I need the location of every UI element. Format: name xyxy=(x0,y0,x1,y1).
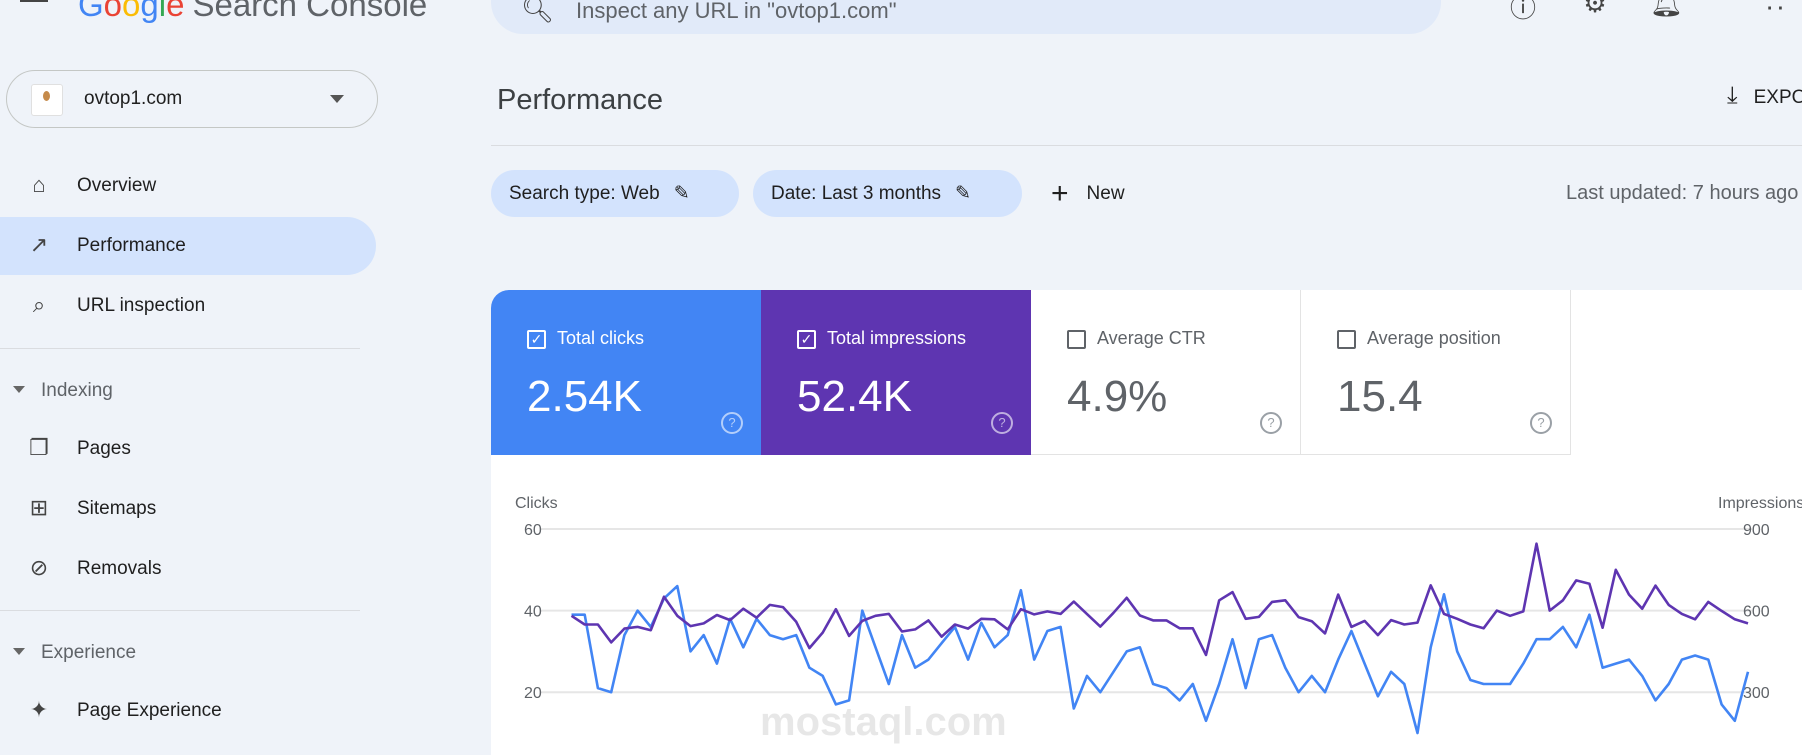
apps-icon[interactable]: ∷ xyxy=(1766,0,1784,18)
sidebar-divider xyxy=(0,348,360,349)
filter-chip-date[interactable]: Date: Last 3 months ✎ xyxy=(753,170,1022,217)
logo-product-name: Search Console xyxy=(192,0,428,23)
sidebar-item-label: Pages xyxy=(77,438,131,459)
sidebar-item-sitemaps[interactable]: ⊞ Sitemaps xyxy=(0,480,376,538)
metric-value: 4.9% xyxy=(1067,372,1168,421)
sidebar-item-label: Page Experience xyxy=(77,700,222,721)
search-icon: ⌕ xyxy=(32,292,46,317)
collapse-caret-icon xyxy=(13,386,25,393)
header-divider xyxy=(491,145,1802,146)
search-input[interactable]: Inspect any URL in "ovtop1.com" xyxy=(576,0,897,23)
chip-label: Search type: Web xyxy=(509,183,660,204)
search-console-logo[interactable]: Google Search Console xyxy=(78,0,427,24)
checkbox-unchecked-icon[interactable] xyxy=(1067,330,1086,349)
metric-card-average-ctr[interactable]: Average CTR 4.9% ? xyxy=(1031,290,1301,455)
trending-up-icon: ↗ xyxy=(29,232,49,257)
left-tick-label: 60 xyxy=(524,522,542,539)
collapse-caret-icon xyxy=(13,648,25,655)
series-line-impressions xyxy=(570,542,1749,657)
url-inspect-search-bar[interactable]: 🔍︎ Inspect any URL in "ovtop1.com" xyxy=(491,0,1441,34)
section-label: Indexing xyxy=(41,380,113,401)
right-axis-label: Impressions xyxy=(1718,495,1802,512)
right-tick-label: 300 xyxy=(1743,685,1770,702)
search-icon: 🔍︎ xyxy=(521,0,555,24)
sidebar-item-label: Performance xyxy=(77,235,186,256)
logo-letter: e xyxy=(166,0,185,23)
metric-card-total-impressions[interactable]: ✓ Total impressions 52.4K ? xyxy=(761,290,1031,455)
last-updated-text: Last updated: 7 hours ago xyxy=(1566,182,1799,204)
help-icon[interactable]: ? xyxy=(1530,412,1552,434)
help-icon[interactable]: ? xyxy=(721,412,743,434)
metric-label: Total clicks xyxy=(557,328,645,348)
watermark: mostaql.com xyxy=(760,700,1007,744)
metric-card-total-clicks[interactable]: ✓ Total clicks 2.54K ? xyxy=(491,290,761,455)
right-tick-label: 600 xyxy=(1743,604,1770,621)
filter-chip-search-type[interactable]: Search type: Web ✎ xyxy=(491,170,739,217)
new-filter-button[interactable]: + New xyxy=(1051,170,1125,217)
metric-label: Average position xyxy=(1367,328,1501,348)
logo-letter: l xyxy=(158,0,167,23)
left-tick-label: 20 xyxy=(524,685,542,702)
metric-card-average-position[interactable]: Average position 15.4 ? xyxy=(1301,290,1571,455)
logo-letter: o xyxy=(103,0,123,23)
visibility-off-icon: ⊘ xyxy=(29,555,49,580)
sidebar-section-experience[interactable]: Experience xyxy=(0,632,376,672)
page-experience-icon: ✦ xyxy=(29,697,49,722)
metric-value: 2.54K xyxy=(527,372,642,421)
left-tick-label: 40 xyxy=(524,604,542,621)
sidebar-item-label: Sitemaps xyxy=(77,498,157,519)
pages-icon: ❐ xyxy=(29,435,49,460)
sidebar-item-pages[interactable]: ❐ Pages xyxy=(0,420,376,478)
main-menu-icon[interactable] xyxy=(20,0,48,10)
dropdown-caret-icon xyxy=(330,95,344,103)
new-label: New xyxy=(1086,183,1125,204)
logo-letter: o xyxy=(122,0,141,23)
performance-panel: ✓ Total clicks 2.54K ? ✓ Total impressio… xyxy=(491,290,1802,755)
property-name: ovtop1.com xyxy=(84,88,183,109)
sidebar-divider xyxy=(0,610,360,611)
account-settings-icon[interactable]: ⚙ xyxy=(1583,0,1607,18)
export-label: EXPORT xyxy=(1753,87,1802,108)
metric-label: Total impressions xyxy=(827,328,967,348)
page-title: Performance xyxy=(497,84,664,116)
section-label: Experience xyxy=(41,642,137,663)
sidebar-item-label: URL inspection xyxy=(77,295,206,316)
edit-pencil-icon: ✎ xyxy=(955,183,971,204)
home-icon: ⌂ xyxy=(32,172,46,197)
download-icon: ⤓ xyxy=(1727,82,1738,109)
plus-icon: + xyxy=(1051,177,1069,210)
checkbox-unchecked-icon[interactable] xyxy=(1337,330,1356,349)
metric-value: 52.4K xyxy=(797,372,912,421)
help-icon[interactable]: ? xyxy=(1260,412,1282,434)
chip-label: Date: Last 3 months xyxy=(771,183,942,204)
notifications-icon[interactable]: 🔔︎ xyxy=(1650,0,1684,18)
help-icon[interactable]: ? xyxy=(991,412,1013,434)
export-button[interactable]: ⤓ EXPORT xyxy=(1727,82,1802,110)
help-icon[interactable]: ⓘ xyxy=(1509,0,1536,23)
sidebar-item-removals[interactable]: ⊘ Removals xyxy=(0,540,376,598)
sidebar-section-indexing[interactable]: Indexing xyxy=(0,370,376,410)
left-axis-label: Clicks xyxy=(515,495,558,512)
checkbox-checked-icon[interactable]: ✓ xyxy=(797,330,816,349)
checkbox-checked-icon[interactable]: ✓ xyxy=(527,330,546,349)
property-selector[interactable]: ovtop1.com xyxy=(6,70,378,128)
edit-pencil-icon: ✎ xyxy=(673,183,690,204)
logo-letter: G xyxy=(78,0,104,23)
metric-value: 15.4 xyxy=(1337,372,1423,421)
sitemap-icon: ⊞ xyxy=(29,495,49,520)
sidebar-item-performance[interactable]: ↗ Performance xyxy=(0,217,376,275)
series-line-clicks xyxy=(571,584,1750,735)
property-favicon xyxy=(31,84,63,116)
sidebar-item-overview[interactable]: ⌂ Overview xyxy=(0,157,376,215)
sidebar-item-label: Overview xyxy=(77,175,157,196)
sidebar-item-page-experience[interactable]: ✦ Page Experience xyxy=(0,682,376,740)
sidebar-item-url-inspection[interactable]: ⌕ URL inspection xyxy=(0,277,376,335)
logo-letter: g xyxy=(140,0,159,23)
sidebar-item-label: Removals xyxy=(77,558,162,579)
right-tick-label: 900 xyxy=(1743,522,1770,539)
metric-label: Average CTR xyxy=(1097,328,1206,348)
